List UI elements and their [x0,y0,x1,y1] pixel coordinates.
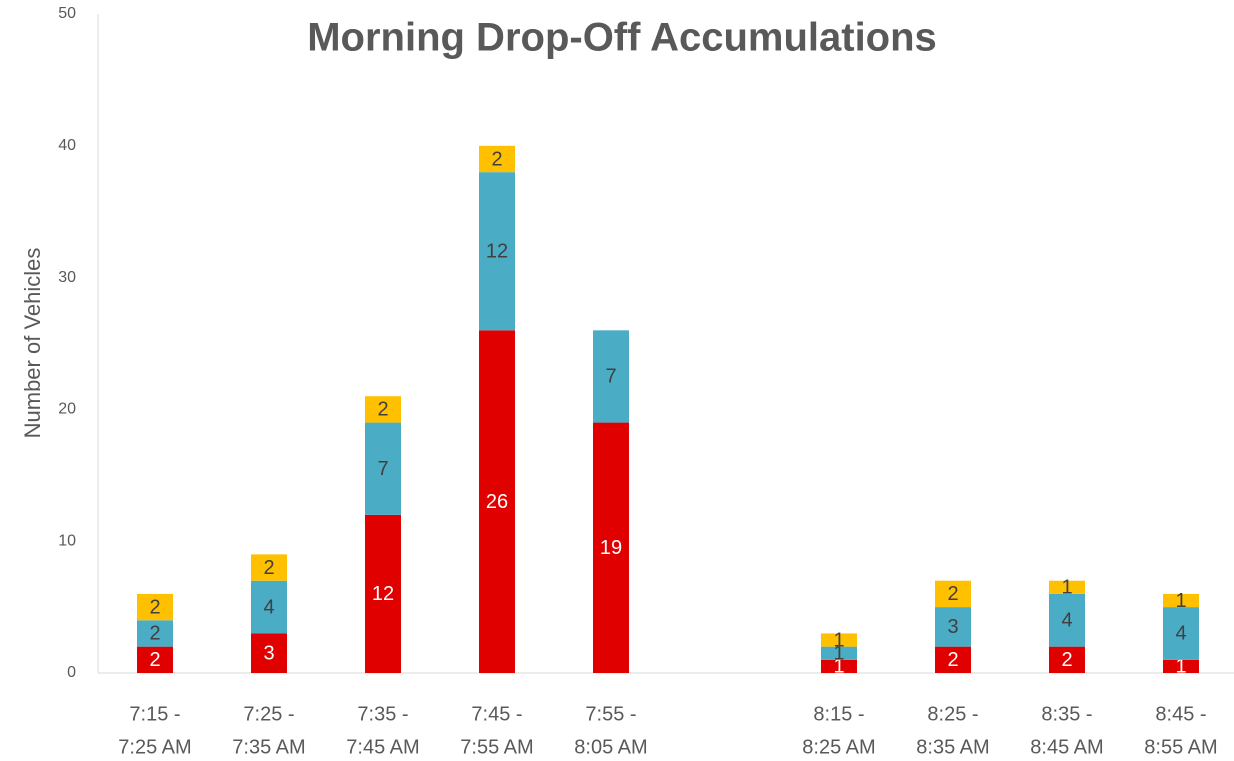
x-tick-label: 7:35 AM [232,736,305,758]
data-label: 2 [947,583,958,605]
y-tick-label: 30 [58,269,76,286]
data-label: 12 [486,241,508,263]
x-tick-label: 7:25 AM [118,736,191,758]
bar-segment [479,330,515,673]
bar-segment [1163,607,1199,660]
x-tick-label: 8:45 - [1155,703,1206,725]
y-axis-label: Number of Vehicles [20,248,45,439]
bar-segment [137,593,173,621]
y-tick-label: 40 [58,137,76,154]
data-label: 2 [947,649,958,671]
bar-segment [935,607,971,647]
data-label: 1 [833,643,844,665]
x-tick-label: 8:45 AM [1030,736,1103,758]
bar-segment [479,172,515,331]
x-tick-label: 8:05 AM [574,736,647,758]
x-tick-label: 7:15 - [129,703,180,725]
bar-segment [1163,593,1199,608]
y-tick-label: 10 [58,532,76,549]
bar-segment [821,633,857,647]
data-label: 4 [263,596,274,618]
data-label: 12 [372,583,394,605]
data-label: 1 [1175,590,1186,612]
bar-segment [821,659,857,673]
data-label: 2 [377,399,388,421]
x-tick-label: 8:25 AM [802,736,875,758]
x-tick-label: 7:35 - [357,703,408,725]
bar-segment [1163,659,1199,673]
bar-segment [479,145,515,173]
bar-segment [593,330,629,423]
y-tick-label: 20 [58,401,76,418]
data-label: 2 [149,596,160,618]
bar-segment [251,580,287,634]
data-label: 2 [263,557,274,579]
bar-segment [1049,593,1085,647]
data-label: 1 [833,629,844,651]
x-tick-label: 8:15 - [813,703,864,725]
data-label: 1 [833,656,844,678]
bar-segment [1049,580,1085,594]
data-label: 7 [377,458,388,480]
data-label: 2 [491,148,502,170]
data-label: 3 [947,616,958,638]
x-tick-label: 7:45 AM [346,736,419,758]
x-tick-label: 7:25 - [243,703,294,725]
bar-segment [251,554,287,581]
data-label: 2 [1061,649,1072,671]
data-label: 4 [1175,623,1186,645]
data-label: 19 [600,537,622,559]
bar-segment [935,646,971,673]
bar-segment [593,422,629,673]
y-tick-label: 50 [58,5,76,22]
bar-segment [137,620,173,647]
data-label: 1 [1175,656,1186,678]
x-tick-label: 8:35 - [1041,703,1092,725]
bar-segment [365,514,401,673]
data-label: 2 [149,623,160,645]
x-tick-label: 8:35 AM [916,736,989,758]
bar-segment [137,646,173,673]
x-tick-label: 8:55 AM [1144,736,1217,758]
data-label: 1 [1061,577,1072,599]
data-label: 26 [486,491,508,513]
bar-segment [935,580,971,608]
chart-title: Morning Drop-Off Accumulations [307,16,937,60]
data-label: 7 [605,366,616,388]
data-label: 4 [1061,610,1072,632]
data-label: 2 [149,649,160,671]
bar-segment [365,396,401,423]
bar-segment [821,646,857,660]
x-tick-label: 8:25 - [927,703,978,725]
bar-segment [365,422,401,515]
x-tick-label: 7:45 - [471,703,522,725]
x-tick-label: 7:55 - [585,703,636,725]
x-tick-label: 7:55 AM [460,736,533,758]
data-label: 3 [263,643,274,665]
bar-segment [1049,646,1085,673]
y-tick-label: 0 [67,664,76,681]
bar-segment [251,633,287,673]
